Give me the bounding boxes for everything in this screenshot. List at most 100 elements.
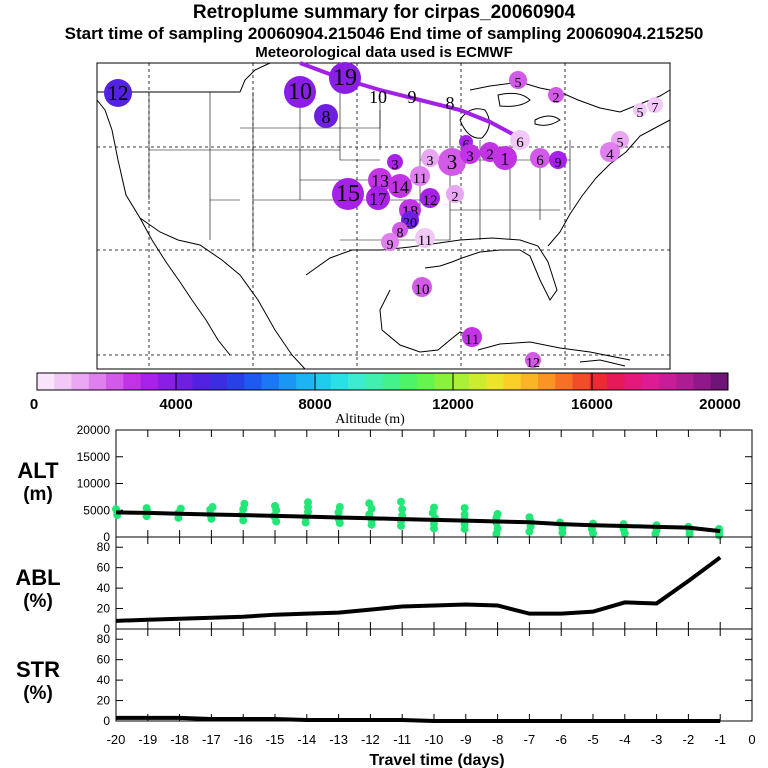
- x-tick-label: -15: [266, 732, 285, 747]
- colorbar-swatch: [658, 373, 677, 390]
- colorbar-swatch: [296, 373, 314, 390]
- alt-point: [460, 510, 469, 519]
- colorbar-swatch: [37, 373, 55, 390]
- map-point-day-label: 3: [427, 154, 434, 169]
- map-point-day-label: 6: [536, 153, 544, 169]
- x-tick-label: -14: [297, 732, 316, 747]
- x-tick-label: -3: [651, 732, 663, 747]
- map-point-day-label: 8: [397, 226, 404, 241]
- x-tick-label: -9: [460, 732, 472, 747]
- map-point: 15: [332, 178, 364, 210]
- map-point-day-label: 2: [553, 91, 560, 106]
- map-point-marker: [438, 148, 466, 176]
- map-point: 5: [633, 103, 647, 121]
- x-tick-label: -12: [361, 732, 380, 747]
- str-y-ticks: 0 20 40 60 80: [97, 632, 752, 728]
- map-point-marker: [368, 168, 392, 192]
- alt-point: [304, 498, 312, 507]
- map-point: 8: [446, 93, 455, 113]
- map-point-day-label: 3: [466, 149, 474, 165]
- map-point-day-label: 9: [387, 238, 394, 253]
- map-point-marker: [314, 104, 338, 128]
- colorbar-swatch: [175, 373, 193, 390]
- x-tick-label: -11: [393, 732, 411, 747]
- alt-point: [176, 504, 185, 513]
- colorbar-tick-16000: 16000: [571, 396, 613, 413]
- map-point-day-label: 14: [391, 177, 409, 197]
- map-point-marker: [493, 146, 517, 170]
- alt-label: ALT: [17, 458, 59, 483]
- alt-point: [525, 513, 534, 522]
- colorbar-swatch: [399, 373, 418, 390]
- str-label: STR: [16, 657, 60, 682]
- colorbar-swatch: [520, 373, 539, 390]
- y-tick-label: 80: [97, 540, 111, 554]
- map-point-marker: [410, 166, 430, 186]
- y-tick-label: 80: [97, 632, 111, 646]
- colorbar-swatch: [209, 373, 228, 390]
- colorbar-swatch: [607, 373, 625, 390]
- x-tick-label: -1: [714, 732, 726, 747]
- map-point: 12: [104, 79, 132, 107]
- map-point-day-label: 2: [452, 190, 459, 205]
- map-point-day-label: 5: [515, 76, 522, 91]
- x-tick-label: -5: [587, 732, 599, 747]
- x-tick-label: -2: [683, 732, 695, 747]
- alt-point: [335, 503, 344, 512]
- map-point-layer: 1210191098852667554332163111315141718212…: [104, 62, 663, 371]
- map-point-day-label: 19: [333, 65, 357, 91]
- y-tick-label: 60: [97, 561, 111, 575]
- colorbar-swatch: [123, 373, 142, 390]
- colorbar-swatch: [434, 373, 453, 390]
- colorbar-tick-12000: 12000: [432, 396, 474, 413]
- map-point-day-label: 10: [288, 79, 312, 105]
- alt-point: [430, 503, 438, 512]
- met-data-note: Meteorological data used is ECMWF: [255, 44, 513, 61]
- map-point-marker: [366, 186, 390, 210]
- colorbar-swatch: [572, 373, 591, 390]
- map-frame: [96, 62, 671, 370]
- abl-panel: ABL (%) 0 20 40 60 80: [15, 536, 753, 636]
- map-point-day-label: 11: [413, 171, 427, 187]
- colorbar-swatch: [71, 373, 90, 390]
- map-point-marker: [284, 76, 316, 108]
- map-point: 5: [509, 71, 527, 91]
- y-tick-label: 40: [97, 673, 111, 687]
- map-point-day-label: 4: [606, 147, 614, 163]
- map-point: 13: [368, 168, 392, 192]
- map-point-day-label: 5: [637, 106, 644, 121]
- map-point-marker: [388, 174, 412, 198]
- map-panel: 1210191098852667554332163111315141718212…: [96, 61, 671, 371]
- map-point: 3: [421, 149, 439, 169]
- colorbar-swatch: [382, 373, 401, 390]
- map-point: 7: [647, 97, 663, 116]
- abl-x-ticks: [115, 537, 753, 629]
- y-tick-label: 20: [97, 602, 111, 616]
- colorbar-swatch: [693, 373, 712, 390]
- colorbar-swatch: [676, 373, 694, 390]
- y-tick-label: 0: [103, 622, 110, 636]
- abl-line: [115, 555, 722, 623]
- map-point-marker: [510, 130, 530, 150]
- map-point-day-label: 5: [617, 136, 624, 151]
- map-point-marker: [332, 178, 364, 210]
- map-point-day-label: 13: [371, 171, 389, 191]
- map-point: 11: [415, 228, 435, 249]
- map-point: 19: [329, 62, 361, 94]
- alt-point: [397, 497, 405, 506]
- colorbar-swatch: [140, 373, 159, 390]
- alt-point: [271, 501, 279, 510]
- x-tick-label: -8: [492, 732, 504, 747]
- map-point: 8: [392, 222, 408, 241]
- y-tick-label: 5000: [83, 503, 110, 517]
- str-x-ticks: [115, 629, 753, 721]
- map-point: 3: [460, 144, 480, 165]
- colorbar-tick-4000: 4000: [159, 396, 192, 413]
- map-point: 2: [446, 185, 464, 205]
- x-tick-label: -20: [107, 732, 126, 747]
- y-tick-label: 60: [97, 653, 111, 667]
- alt-point: [142, 504, 151, 513]
- str-unit: (%): [23, 683, 53, 704]
- map-point-marker: [462, 327, 482, 347]
- colorbar-frame: [36, 372, 729, 391]
